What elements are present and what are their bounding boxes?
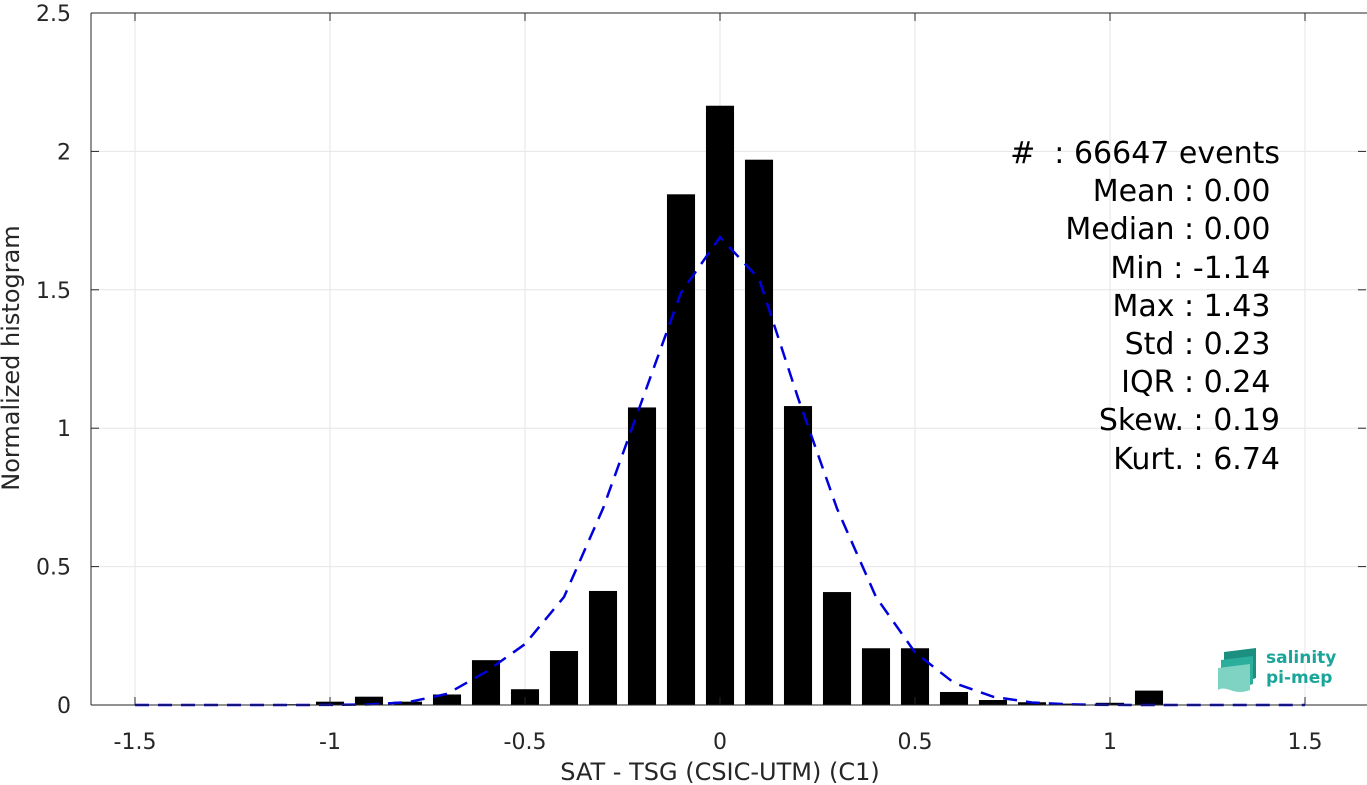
wave-stack-icon <box>1218 648 1256 692</box>
stat-skew: Skew. : 0.19 <box>1098 403 1280 439</box>
logo-line-1: salinity <box>1266 648 1337 668</box>
stat-events: # : 66647 events <box>1010 136 1280 171</box>
stat-iqr: IQR : 0.24 <box>1121 365 1280 401</box>
stat-kurt: Kurt. : 6.74 <box>1113 441 1280 477</box>
logo-line-2: pi-mep <box>1266 668 1333 688</box>
stat-median: Median : 0.00 <box>1065 212 1280 248</box>
histogram-bar <box>861 648 891 705</box>
logo-text: salinity pi-mep <box>1266 648 1336 688</box>
histogram-bar <box>900 648 930 705</box>
histogram-bar <box>939 691 969 705</box>
stat-mean: Mean : 0.00 <box>1092 174 1280 210</box>
histogram-bar <box>1134 690 1164 705</box>
histogram-bar <box>705 105 735 705</box>
stat-std: Std : 0.23 <box>1124 327 1280 363</box>
x-tick-label: 1 <box>1103 730 1117 755</box>
histogram-bar <box>432 694 462 705</box>
histogram-bar <box>783 406 813 705</box>
histogram-bar <box>354 696 384 705</box>
histogram-bar <box>744 159 774 706</box>
x-tick-label: -1 <box>319 730 341 755</box>
x-tick-label: 0.5 <box>898 730 933 755</box>
axes <box>90 12 1367 706</box>
histogram-bar <box>666 194 696 705</box>
y-tick-label: 0 <box>57 694 71 719</box>
histogram-bar <box>627 407 657 705</box>
y-tick-label: 0.5 <box>36 556 71 581</box>
histogram-bar <box>978 700 1008 705</box>
x-axis-label: SAT - TSG (CSIC-UTM) (C1) <box>560 758 879 785</box>
y-tick-label: 2.5 <box>36 2 71 27</box>
x-tick-label: -1.5 <box>114 730 157 755</box>
histogram-bar <box>471 660 501 705</box>
tick-labels: -1.5 -1 -0.5 0 0.5 1 1.5 0 0.5 1 1.5 2 2.5 <box>36 2 1323 755</box>
salinity-pimep-logo: salinity pi-mep <box>1216 646 1346 696</box>
y-axis-label: Normalized histogram <box>0 225 25 490</box>
y-tick-label: 1 <box>57 417 71 442</box>
y-tick-label: 1.5 <box>36 279 71 304</box>
histogram-bar <box>822 592 852 705</box>
y-tick-label: 2 <box>57 140 71 165</box>
stat-min: Min : -1.14 <box>1110 250 1280 286</box>
x-tick-label: 1.5 <box>1288 730 1323 755</box>
x-tick-label: -0.5 <box>504 730 547 755</box>
histogram-bar <box>549 651 579 705</box>
histogram-bar <box>393 701 423 705</box>
stat-max: Max : 1.43 <box>1112 288 1280 324</box>
histogram-bar <box>1056 703 1086 705</box>
x-tick-label: 0 <box>713 730 727 755</box>
statistics-box: # : 66647 events Mean : 0.00 Median : 0.… <box>940 135 1280 479</box>
histogram-bar <box>588 590 618 705</box>
